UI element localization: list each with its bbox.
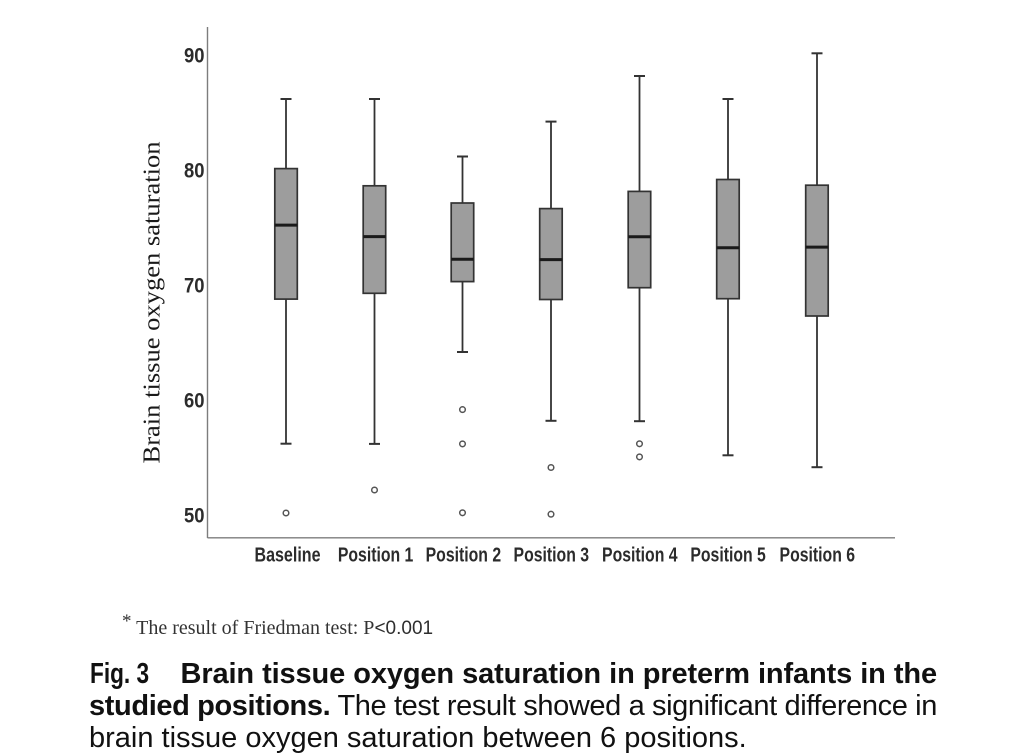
svg-text:Position 1: Position 1 xyxy=(338,544,414,566)
svg-text:Brain tissue oxygen saturation: Brain tissue oxygen saturation xyxy=(140,142,166,464)
svg-text:Position 5: Position 5 xyxy=(690,544,766,566)
svg-text:70: 70 xyxy=(184,274,205,297)
svg-text:60: 60 xyxy=(184,390,205,413)
svg-text:Position 6: Position 6 xyxy=(780,544,856,566)
svg-text:90: 90 xyxy=(184,44,205,67)
svg-text:Position 2: Position 2 xyxy=(426,544,502,566)
svg-text:50: 50 xyxy=(184,505,205,528)
svg-text:Baseline: Baseline xyxy=(255,544,321,566)
svg-text:80: 80 xyxy=(184,159,205,182)
svg-text:Position 4: Position 4 xyxy=(602,544,678,566)
svg-text:Position 3: Position 3 xyxy=(514,544,590,566)
